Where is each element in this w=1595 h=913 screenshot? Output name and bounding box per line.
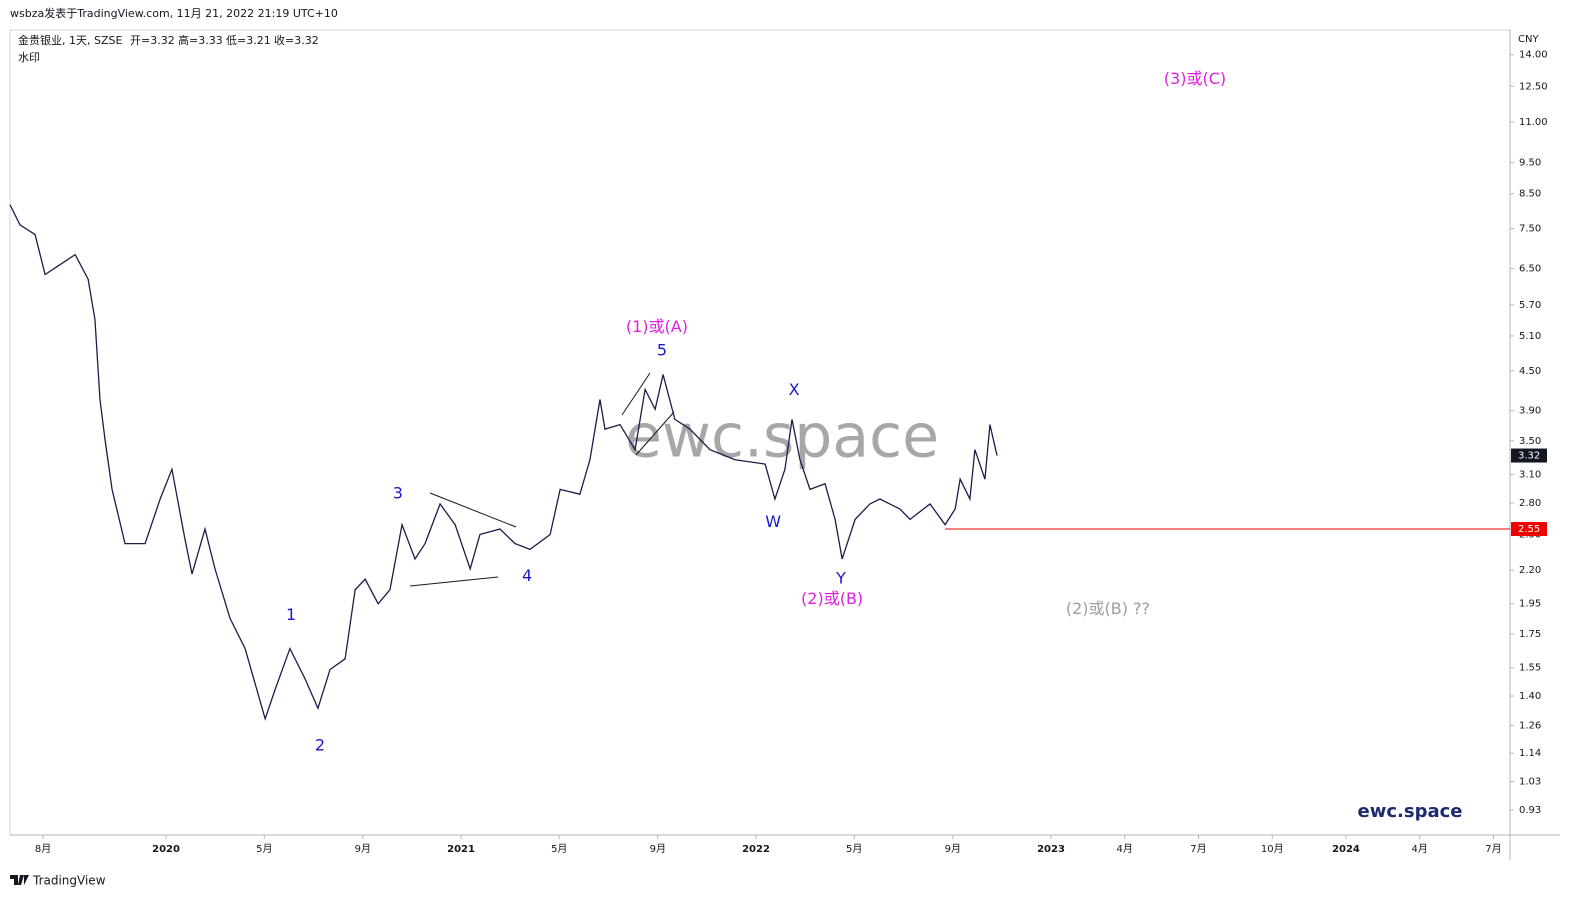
wave-label: X — [789, 380, 800, 399]
wedge-upper — [621, 372, 651, 416]
x-tick-label: 5月 — [551, 843, 567, 855]
watermark: ewc.space — [625, 402, 939, 472]
y-tick-label: 2.20 — [1519, 565, 1541, 576]
y-tick-label: 11.00 — [1519, 117, 1548, 128]
footer: TradingView — [32, 874, 106, 888]
wave-label: 4 — [522, 566, 532, 585]
y-tick-label: 1.75 — [1519, 629, 1541, 640]
ohlc-open: 开=3.32 — [130, 34, 175, 47]
wedge-lower — [635, 411, 675, 456]
x-tick-label: 2022 — [742, 844, 770, 855]
x-tick-label: 4月 — [1412, 843, 1428, 855]
wave-label: (2)或(B) ?? — [1066, 599, 1150, 618]
wave-label: (2)或(B) — [801, 589, 863, 608]
price-line — [9, 204, 998, 721]
wave-label: W — [765, 512, 781, 531]
x-tick-label: 9月 — [650, 843, 666, 855]
y-tick-label: 6.50 — [1519, 263, 1541, 274]
y-tick-label: 3.90 — [1519, 406, 1541, 417]
symbol: 金贵银业, 1天, SZSE — [18, 33, 122, 47]
x-tick-label: 7月 — [1190, 843, 1206, 855]
y-tick-label: 3.50 — [1519, 436, 1541, 447]
y-tick-label: 1.03 — [1519, 777, 1541, 788]
x-tick-label: 2024 — [1332, 844, 1360, 855]
x-tick-label: 4月 — [1117, 843, 1133, 855]
wave-label: 5 — [657, 341, 667, 360]
y-tick-label: 1.40 — [1519, 691, 1541, 702]
brand: ewc.space — [1358, 801, 1463, 822]
hline-label-box — [1511, 522, 1547, 537]
wave-label: (3)或(C) — [1164, 69, 1226, 88]
y-tick-label: 1.26 — [1519, 720, 1541, 731]
x-tick-label: 2021 — [447, 844, 475, 855]
last-price-box — [1511, 448, 1547, 463]
x-tick-label: 8月 — [35, 843, 51, 855]
last-price-label: 3.32 — [1518, 451, 1540, 462]
y-tick-label: 2.80 — [1519, 498, 1541, 509]
x-tick-label: 7月 — [1485, 843, 1501, 855]
triangle-lower — [409, 576, 499, 587]
y-tick-label: 3.10 — [1519, 470, 1541, 481]
y-tick-label: 14.00 — [1519, 50, 1548, 61]
ohlc-low: 低=3.21 — [226, 34, 271, 47]
y-tick-label: 5.10 — [1519, 331, 1541, 342]
y-tick-label: 7.50 — [1519, 224, 1541, 235]
wave-label: 1 — [286, 605, 296, 624]
y-tick-label: 8.50 — [1519, 189, 1541, 200]
wave-label: 3 — [393, 484, 403, 503]
y-tick-label: 5.70 — [1519, 300, 1541, 311]
x-tick-label: 2023 — [1037, 844, 1065, 855]
y-unit: CNY — [1518, 34, 1539, 45]
drawings — [409, 372, 675, 587]
wave-label: 2 — [315, 736, 325, 755]
y-tick-label: 9.50 — [1519, 158, 1541, 169]
ohlc-close: 收=3.32 — [274, 33, 319, 47]
hline-label: 2.55 — [1518, 524, 1540, 535]
y-tick-label: 1.55 — [1519, 663, 1541, 674]
x-tick-label: 9月 — [945, 843, 961, 855]
y-tick-label: 0.93 — [1519, 805, 1541, 816]
wave-label: Y — [835, 569, 846, 588]
y-tick-label: 12.50 — [1519, 81, 1548, 92]
indicator: 水印 — [18, 51, 40, 64]
x-tick-label: 5月 — [846, 843, 862, 855]
y-tick-label: 1.95 — [1519, 599, 1541, 610]
x-tick-label: 9月 — [355, 843, 371, 855]
wave-label: (1)或(A) — [626, 317, 688, 336]
y-tick-label: 1.14 — [1519, 748, 1541, 759]
publish-line: wsbza发表于TradingView.com, 11月 21, 2022 21… — [10, 6, 338, 20]
ohlc-high: 高=3.33 — [178, 33, 223, 47]
x-tick-label: 2020 — [152, 844, 180, 855]
triangle-upper — [429, 492, 517, 528]
tv-logo: TradingView — [10, 874, 106, 888]
x-tick-label: 5月 — [256, 843, 272, 855]
x-tick-label: 10月 — [1261, 843, 1284, 855]
y-tick-label: 4.50 — [1519, 366, 1541, 377]
